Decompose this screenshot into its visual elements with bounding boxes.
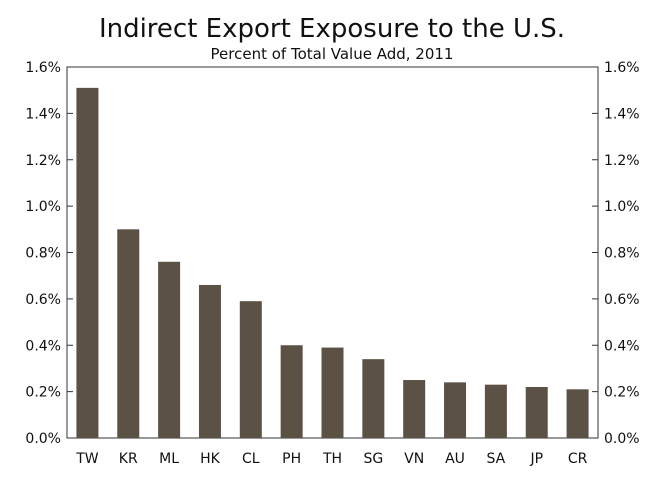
- category-label: ML: [159, 451, 179, 467]
- chart-subtitle: Percent of Total Value Add, 2011: [211, 45, 454, 63]
- right-tick-label: 1.4%: [604, 106, 640, 122]
- bar-tw: [76, 87, 99, 439]
- bar-ph: [280, 345, 303, 438]
- right-tick-label: 1.2%: [604, 153, 640, 169]
- category-label: TH: [322, 451, 342, 467]
- bar-kr: [117, 229, 140, 438]
- left-tick-label: 1.6%: [25, 60, 61, 76]
- left-tick-label: 0.4%: [25, 338, 61, 354]
- category-label: SG: [363, 451, 383, 467]
- right-tick-label: 1.0%: [604, 199, 640, 215]
- left-tick-label: 0.2%: [25, 385, 61, 401]
- chart-title: Indirect Export Exposure to the U.S.: [99, 14, 565, 44]
- bar-jp: [525, 386, 548, 438]
- category-label: TW: [75, 451, 99, 467]
- left-tick-label: 0.0%: [25, 431, 61, 447]
- category-label: VN: [404, 451, 424, 467]
- right-tick-label: 0.8%: [604, 246, 640, 262]
- bar-au: [444, 382, 467, 438]
- right-tick-label: 0.2%: [604, 385, 640, 401]
- left-tick-label: 0.8%: [25, 246, 61, 262]
- right-tick-label: 0.0%: [604, 431, 640, 447]
- category-label: JP: [529, 451, 543, 467]
- bar-cr: [566, 389, 589, 438]
- category-label: CL: [242, 451, 260, 467]
- right-tick-label: 1.6%: [604, 60, 640, 76]
- right-tick-label: 0.6%: [604, 292, 640, 308]
- bars: [76, 87, 589, 439]
- category-label: SA: [487, 451, 506, 467]
- bar-hk: [198, 284, 221, 438]
- bar-sg: [362, 359, 385, 438]
- bar-th: [321, 347, 344, 438]
- category-label: PH: [282, 451, 301, 467]
- left-axis: 0.0% 0.2% 0.4% 0.6% 0.8% 1.0% 1.2% 1.4% 1.6%: [25, 60, 73, 447]
- category-label: AU: [445, 451, 465, 467]
- category-labels: TW KR ML HK CL PH TH SG VN AU SA JP CR: [75, 451, 587, 467]
- left-tick-label: 1.2%: [25, 153, 61, 169]
- left-tick-label: 0.6%: [25, 292, 61, 308]
- category-label: HK: [200, 451, 221, 467]
- bar-cl: [239, 301, 262, 438]
- right-axis: 0.0% 0.2% 0.4% 0.6% 0.8% 1.0% 1.2% 1.4% 1.6%: [592, 60, 640, 447]
- bar-sa: [484, 384, 507, 438]
- category-label: CR: [568, 451, 588, 467]
- bar-vn: [403, 380, 426, 438]
- left-tick-label: 1.4%: [25, 106, 61, 122]
- bar-ml: [158, 261, 181, 438]
- left-tick-label: 1.0%: [25, 199, 61, 215]
- right-tick-label: 0.4%: [604, 338, 640, 354]
- category-label: KR: [119, 451, 138, 467]
